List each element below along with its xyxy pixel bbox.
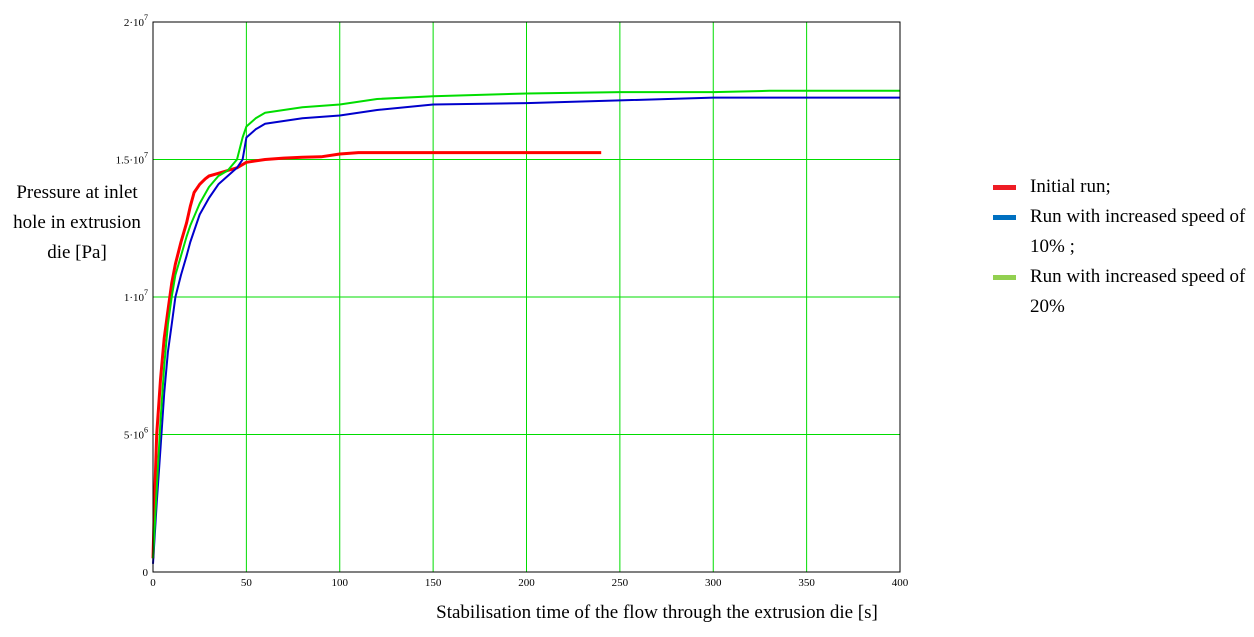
x-tick-label: 400	[892, 577, 909, 589]
x-tick-label: 150	[425, 577, 442, 589]
y-tick-label: 0	[143, 567, 149, 579]
y-tick-label: 2·107	[124, 13, 148, 29]
x-tick-label: 350	[798, 577, 815, 589]
y-tick-label: 1.5·107	[116, 151, 148, 167]
legend: Initial run; Run with increased speed of…	[993, 172, 1253, 322]
x-tick-label: 0	[150, 577, 156, 589]
y-tick-label: 1·107	[124, 288, 148, 304]
x-tick-label: 100	[332, 577, 349, 589]
legend-item-run-20: Run with increased speed of 20%	[993, 262, 1253, 322]
series-layer	[151, 89, 900, 564]
legend-label: Run with increased speed of 10% ;	[1030, 206, 1246, 257]
plot-frame	[152, 21, 901, 573]
x-tick-labels: 0 50 100 150 200 250 300 350 400	[150, 577, 909, 589]
legend-item-initial-run: Initial run;	[993, 172, 1253, 202]
legend-item-run-10: Run with increased speed of 10% ;	[993, 202, 1253, 262]
legend-swatch-blue	[993, 215, 1016, 220]
series-line-3	[152, 89, 900, 559]
x-tick-label: 300	[705, 577, 722, 589]
y-tick-labels: 0 5·106 1·107 1.5·107 2·107	[116, 13, 149, 579]
y-tick-label: 5·106	[124, 426, 148, 442]
x-tick-label: 50	[241, 577, 253, 589]
x-tick-label: 250	[612, 577, 629, 589]
legend-swatch-red	[993, 185, 1016, 190]
series-line-1	[151, 151, 602, 559]
grid	[153, 22, 900, 572]
series-line-2	[152, 96, 900, 564]
legend-label: Initial run;	[1030, 176, 1111, 197]
x-axis-label: Stabilisation time of the flow through t…	[0, 602, 1254, 624]
x-axis-label-text: Stabilisation time of the flow through t…	[436, 602, 878, 623]
legend-label: Run with increased speed of 20%	[1030, 266, 1246, 317]
x-tick-label: 200	[518, 577, 535, 589]
y-axis-label: Pressure at inlet hole in extrusion die …	[13, 182, 141, 263]
legend-swatch-green	[993, 275, 1016, 280]
